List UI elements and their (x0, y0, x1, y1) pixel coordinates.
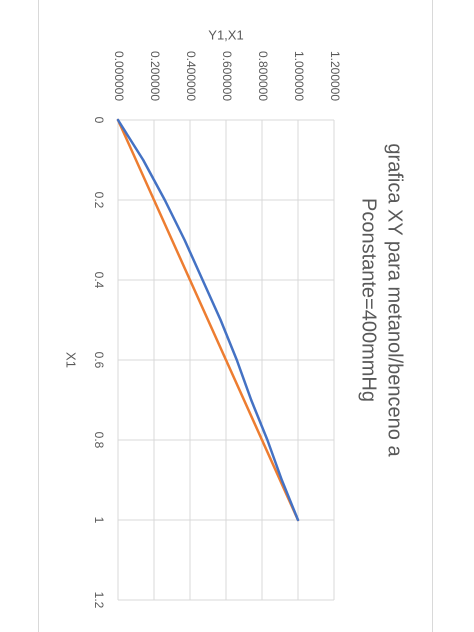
series-line (116, 118, 300, 522)
y-axis-title: Y1,X1 (208, 27, 243, 42)
chart-title-line: grafica XY para metanol/benceno a (384, 143, 406, 457)
y-tick-label: 0.600000 (220, 51, 234, 101)
x-axis-title: X1 (64, 352, 79, 368)
chart-frame (38, 0, 433, 632)
x-tick-label: 0.2 (92, 192, 106, 209)
chart-title-line: Pconstante=400mmHg (358, 198, 380, 402)
x-tick-label: 0 (92, 117, 106, 124)
y-tick-label: 0.000000 (112, 51, 126, 101)
x-tick-label: 0.8 (92, 432, 106, 449)
y-tick-label: 1.000000 (292, 51, 306, 101)
y-tick-label: 0.800000 (256, 51, 270, 101)
y-tick-label: 0.200000 (148, 51, 162, 101)
y-tick-label: 0.400000 (184, 51, 198, 101)
x-tick-label: 0.6 (92, 352, 106, 369)
x-tick-label: 0.4 (92, 272, 106, 289)
x-tick-label: 1.2 (92, 592, 106, 609)
y-tick-label: 1.200000 (328, 51, 342, 101)
x-tick-label: 1 (92, 517, 106, 524)
series-line (116, 118, 300, 522)
